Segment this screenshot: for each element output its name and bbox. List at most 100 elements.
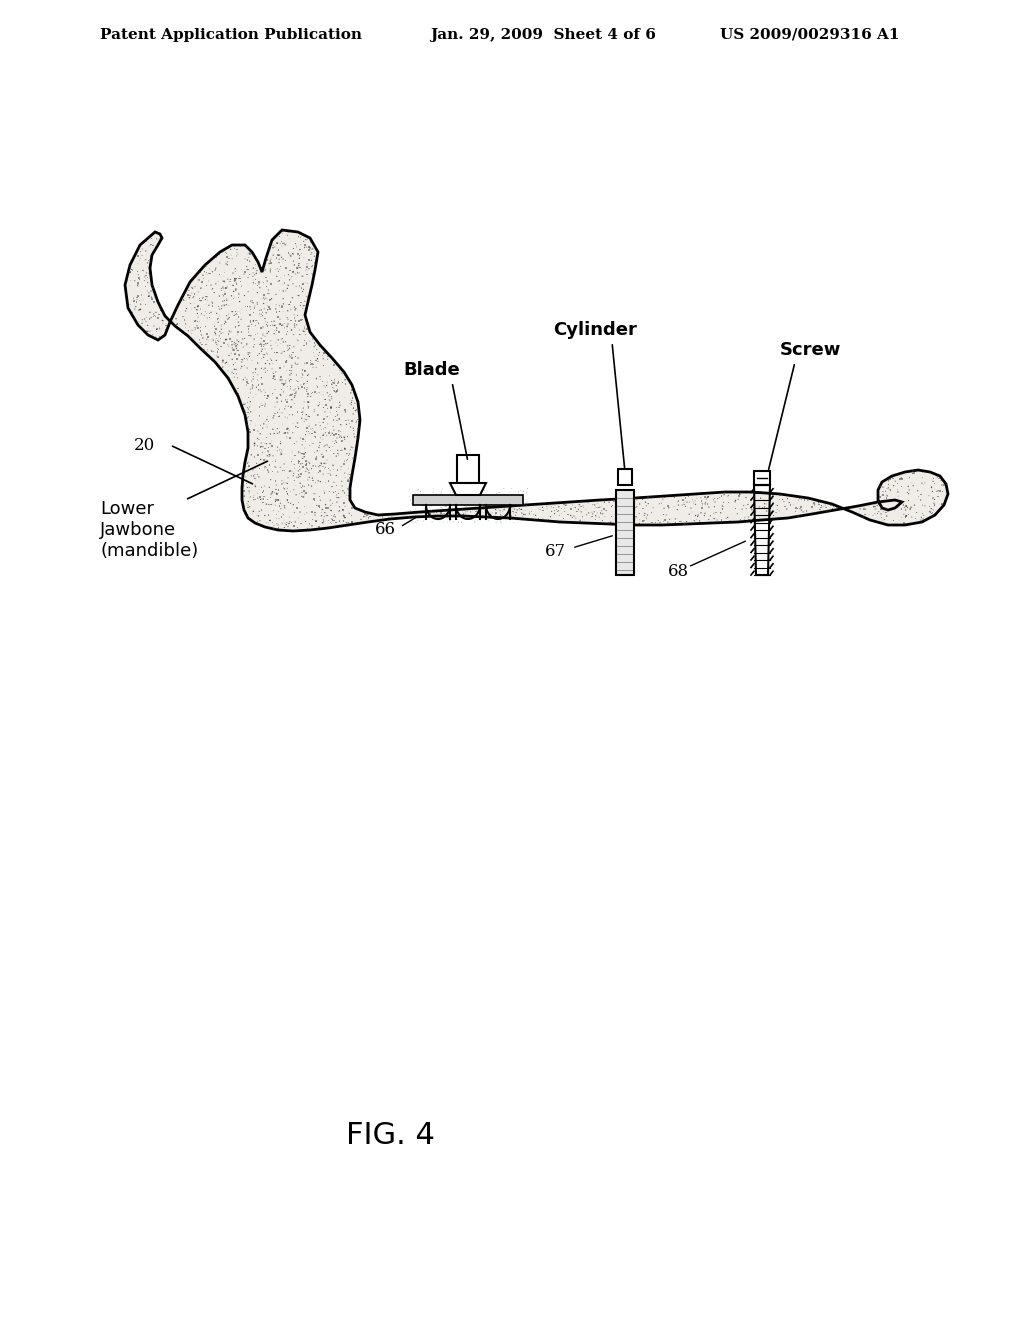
Point	[260, 504, 276, 525]
Point	[285, 261, 301, 282]
Point	[336, 482, 352, 503]
Point	[331, 511, 347, 532]
Point	[268, 232, 285, 253]
Point	[227, 359, 244, 380]
Point	[278, 396, 294, 417]
Point	[293, 292, 309, 313]
Point	[298, 404, 314, 425]
Point	[242, 264, 258, 285]
Point	[903, 496, 920, 517]
Point	[221, 248, 238, 269]
Point	[200, 252, 216, 273]
Point	[887, 500, 903, 521]
Point	[315, 375, 332, 396]
Point	[259, 488, 275, 510]
Point	[193, 290, 209, 312]
Point	[502, 499, 518, 520]
Point	[372, 510, 388, 531]
Point	[285, 342, 301, 363]
Point	[331, 397, 347, 418]
Point	[241, 477, 257, 498]
Point	[249, 275, 265, 296]
Point	[872, 499, 889, 520]
Point	[196, 268, 212, 289]
Point	[498, 498, 514, 519]
Point	[275, 504, 292, 525]
Point	[213, 315, 229, 337]
Point	[776, 496, 793, 517]
Point	[131, 315, 147, 337]
Point	[177, 317, 194, 338]
Point	[416, 495, 432, 516]
Point	[432, 511, 449, 532]
Point	[301, 239, 317, 260]
Point	[934, 474, 950, 495]
Point	[458, 503, 474, 524]
Point	[508, 502, 524, 523]
Point	[463, 496, 479, 517]
Point	[240, 451, 256, 473]
Point	[882, 479, 898, 500]
Point	[199, 264, 215, 285]
Point	[215, 285, 231, 306]
Point	[211, 244, 227, 265]
Point	[908, 461, 925, 482]
Point	[427, 488, 443, 510]
Point	[251, 256, 267, 277]
Point	[264, 436, 281, 457]
Point	[293, 277, 309, 298]
Point	[190, 312, 207, 333]
Point	[307, 473, 324, 494]
Point	[272, 442, 289, 463]
Point	[307, 422, 324, 444]
Point	[283, 368, 299, 389]
Point	[408, 504, 424, 525]
Point	[855, 499, 871, 520]
Point	[122, 261, 138, 282]
Point	[218, 243, 234, 264]
Point	[794, 499, 810, 520]
Point	[299, 519, 315, 540]
Point	[310, 395, 327, 416]
Point	[683, 512, 699, 533]
Point	[297, 360, 313, 381]
Point	[807, 494, 823, 515]
Point	[340, 478, 356, 499]
Point	[634, 488, 650, 510]
Point	[259, 388, 275, 409]
Point	[660, 498, 677, 519]
Point	[808, 502, 824, 523]
Point	[333, 421, 349, 442]
Point	[245, 362, 261, 383]
Point	[523, 508, 540, 529]
Point	[297, 323, 313, 345]
Point	[440, 503, 457, 524]
Point	[191, 288, 208, 309]
Point	[152, 326, 168, 347]
Point	[267, 314, 284, 335]
Point	[415, 484, 431, 506]
Point	[295, 475, 311, 496]
Point	[287, 385, 303, 407]
Point	[546, 500, 562, 521]
Point	[530, 508, 547, 529]
Point	[310, 496, 327, 517]
Point	[324, 506, 340, 527]
Point	[608, 513, 625, 535]
Point	[736, 507, 753, 528]
Point	[543, 506, 559, 527]
Point	[138, 310, 155, 331]
Point	[488, 483, 505, 504]
Point	[240, 345, 256, 366]
Point	[307, 484, 324, 506]
Point	[434, 479, 451, 500]
Point	[596, 499, 612, 520]
Point	[272, 370, 289, 391]
Point	[423, 496, 439, 517]
Point	[275, 301, 292, 322]
Point	[220, 304, 237, 325]
Point	[469, 499, 485, 520]
Point	[248, 414, 264, 436]
Point	[272, 385, 289, 407]
Point	[687, 494, 703, 515]
